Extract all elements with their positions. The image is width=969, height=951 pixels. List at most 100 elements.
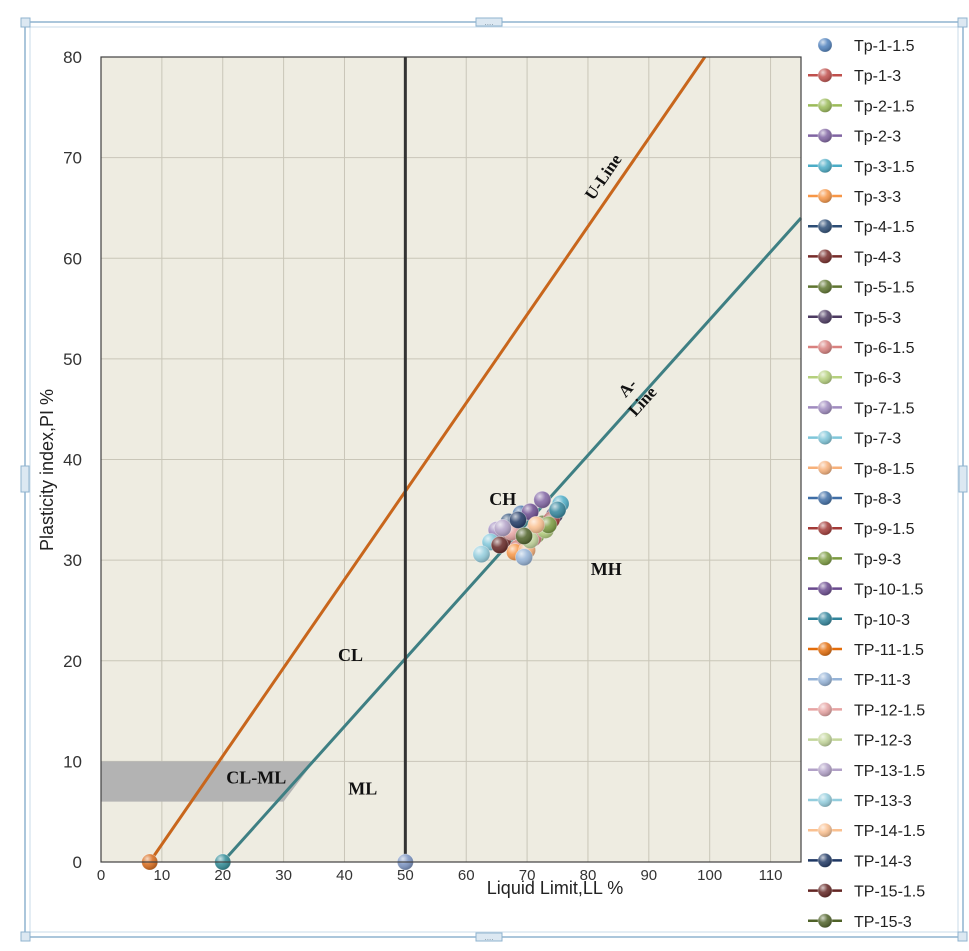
x-tick-label: 70 bbox=[519, 867, 536, 884]
y-tick-label: 70 bbox=[63, 149, 82, 168]
x-tick-label: 0 bbox=[97, 867, 105, 884]
y-tick-label: 40 bbox=[63, 451, 82, 470]
legend-label: Tp-1-1.5 bbox=[854, 38, 915, 55]
legend-entry: TP-11-3 bbox=[808, 671, 911, 689]
x-tick-label: 60 bbox=[458, 867, 475, 884]
legend-label: Tp-5-3 bbox=[854, 310, 901, 327]
legend-label: Tp-2-3 bbox=[854, 129, 901, 146]
zone-label: MH bbox=[591, 559, 622, 579]
legend-entry: Tp-1-3 bbox=[808, 67, 901, 85]
svg-text:....: .... bbox=[485, 933, 494, 942]
y-tick-label: 80 bbox=[63, 48, 82, 67]
resize-handle-bottom-right[interactable] bbox=[957, 931, 968, 942]
legend-entry: Tp-5-1.5 bbox=[808, 279, 915, 297]
legend-entry: TP-12-3 bbox=[808, 732, 912, 750]
y-axis-ticks: 0 10 20 30 40 50 60 70 80 bbox=[63, 48, 82, 872]
legend-label: TP-15-1.5 bbox=[854, 884, 925, 901]
data-point bbox=[521, 502, 540, 521]
legend-label: TP-14-3 bbox=[854, 853, 912, 870]
legend-entry: Tp-2-3 bbox=[808, 128, 901, 146]
data-points bbox=[472, 490, 570, 567]
legend-label: Tp-5-1.5 bbox=[854, 280, 915, 297]
legend-label: TP-15-3 bbox=[854, 914, 912, 931]
resize-handle-left[interactable] bbox=[20, 465, 30, 493]
legend-entry: Tp-6-1.5 bbox=[808, 339, 915, 357]
chart-object-inner-border bbox=[29, 26, 959, 933]
legend-label: Tp-7-3 bbox=[854, 431, 901, 448]
legend-marker bbox=[817, 128, 833, 144]
legend-marker bbox=[817, 339, 833, 355]
legend-entry: TP-15-1.5 bbox=[808, 883, 925, 901]
y-tick-label: 60 bbox=[63, 249, 82, 268]
legend-entry: TP-14-1.5 bbox=[808, 822, 925, 840]
svg-text:....: .... bbox=[485, 18, 494, 27]
legend-marker bbox=[817, 520, 833, 536]
resize-handle-top[interactable]: .... bbox=[475, 17, 503, 27]
legend-marker bbox=[817, 641, 833, 657]
resize-handle-bottom[interactable]: .... bbox=[475, 932, 503, 942]
zone-label: CH bbox=[489, 489, 516, 509]
legend-marker bbox=[817, 67, 833, 83]
legend-label: TP-12-1.5 bbox=[854, 702, 925, 719]
resize-handle-top-left[interactable] bbox=[20, 17, 31, 28]
u-line-line bbox=[148, 56, 707, 863]
legend-marker bbox=[817, 98, 833, 113]
legend-marker bbox=[817, 188, 833, 204]
x-tick-label: 100 bbox=[697, 867, 722, 884]
legend-entry: Tp-10-1.5 bbox=[808, 581, 923, 599]
legend-marker bbox=[817, 399, 833, 415]
resize-handle-right[interactable] bbox=[958, 465, 968, 493]
legend-entry: TP-14-3 bbox=[808, 853, 912, 870]
legend-label: Tp-6-1.5 bbox=[854, 340, 915, 357]
legend-label: Tp-8-3 bbox=[854, 491, 901, 508]
legend-entry: Tp-1-1.5 bbox=[817, 37, 915, 55]
cl-ml-shaded-band bbox=[101, 761, 315, 802]
legend-marker bbox=[817, 279, 833, 295]
resize-handle-bottom-left[interactable] bbox=[20, 931, 31, 942]
legend-entry: TP-11-1.5 bbox=[808, 641, 924, 659]
legend-marker bbox=[817, 702, 833, 717]
legend-label: TP-11-1.5 bbox=[854, 642, 924, 659]
legend-marker bbox=[817, 822, 833, 838]
zone-labels: CH CL MH CL-ML ML bbox=[226, 489, 622, 799]
cl-ml-band bbox=[101, 761, 315, 802]
legend-label: Tp-4-1.5 bbox=[854, 219, 915, 236]
zone-label: ML bbox=[348, 779, 377, 799]
y-tick-label: 10 bbox=[63, 752, 82, 771]
legend-label: Tp-1-3 bbox=[854, 68, 901, 85]
x-tick-label: 10 bbox=[154, 867, 171, 884]
legend-entry: Tp-4-3 bbox=[808, 248, 901, 266]
legend-label: Tp-6-3 bbox=[854, 370, 901, 387]
legend-marker bbox=[817, 611, 833, 627]
legend-entry: TP-15-3 bbox=[808, 913, 912, 931]
resize-handle-top-right[interactable] bbox=[957, 17, 968, 28]
legend-entry: Tp-4-1.5 bbox=[808, 218, 915, 236]
legend-entry: Tp-8-1.5 bbox=[808, 460, 915, 478]
data-point bbox=[493, 519, 512, 537]
legend-label: Tp-7-1.5 bbox=[854, 400, 915, 417]
legend-entry: Tp-9-1.5 bbox=[808, 520, 915, 538]
legend-label: Tp-10-3 bbox=[854, 612, 910, 629]
legend-label: Tp-4-3 bbox=[854, 249, 901, 266]
x-axis-title: Liquid Limit,LL % bbox=[487, 878, 623, 898]
data-point bbox=[490, 536, 509, 554]
zone-label: CL-ML bbox=[226, 768, 286, 788]
x-tick-label: 30 bbox=[275, 867, 292, 884]
data-point bbox=[539, 516, 558, 534]
legend-label: TP-11-3 bbox=[854, 672, 911, 689]
legend-entry: Tp-9-3 bbox=[808, 551, 901, 568]
x-tick-label: 110 bbox=[759, 867, 783, 884]
legend-marker bbox=[817, 913, 833, 929]
legend-marker bbox=[817, 158, 833, 174]
legend-marker bbox=[817, 309, 833, 325]
x-tick-label: 20 bbox=[214, 867, 231, 884]
legend-marker bbox=[817, 248, 833, 264]
legend-marker bbox=[817, 490, 833, 506]
y-axis-title: Plasticity index,PI % bbox=[37, 389, 57, 551]
legend-label: Tp-2-1.5 bbox=[854, 98, 915, 115]
legend: Tp-1-1.5 Tp-1-3 Tp-2-1.5 Tp-2-3 Tp-3-1.5 Tp-3… bbox=[808, 37, 925, 931]
legend-entry: Tp-7-1.5 bbox=[808, 399, 915, 417]
y-tick-label: 50 bbox=[63, 350, 82, 369]
legend-entry: TP-13-1.5 bbox=[808, 762, 925, 780]
